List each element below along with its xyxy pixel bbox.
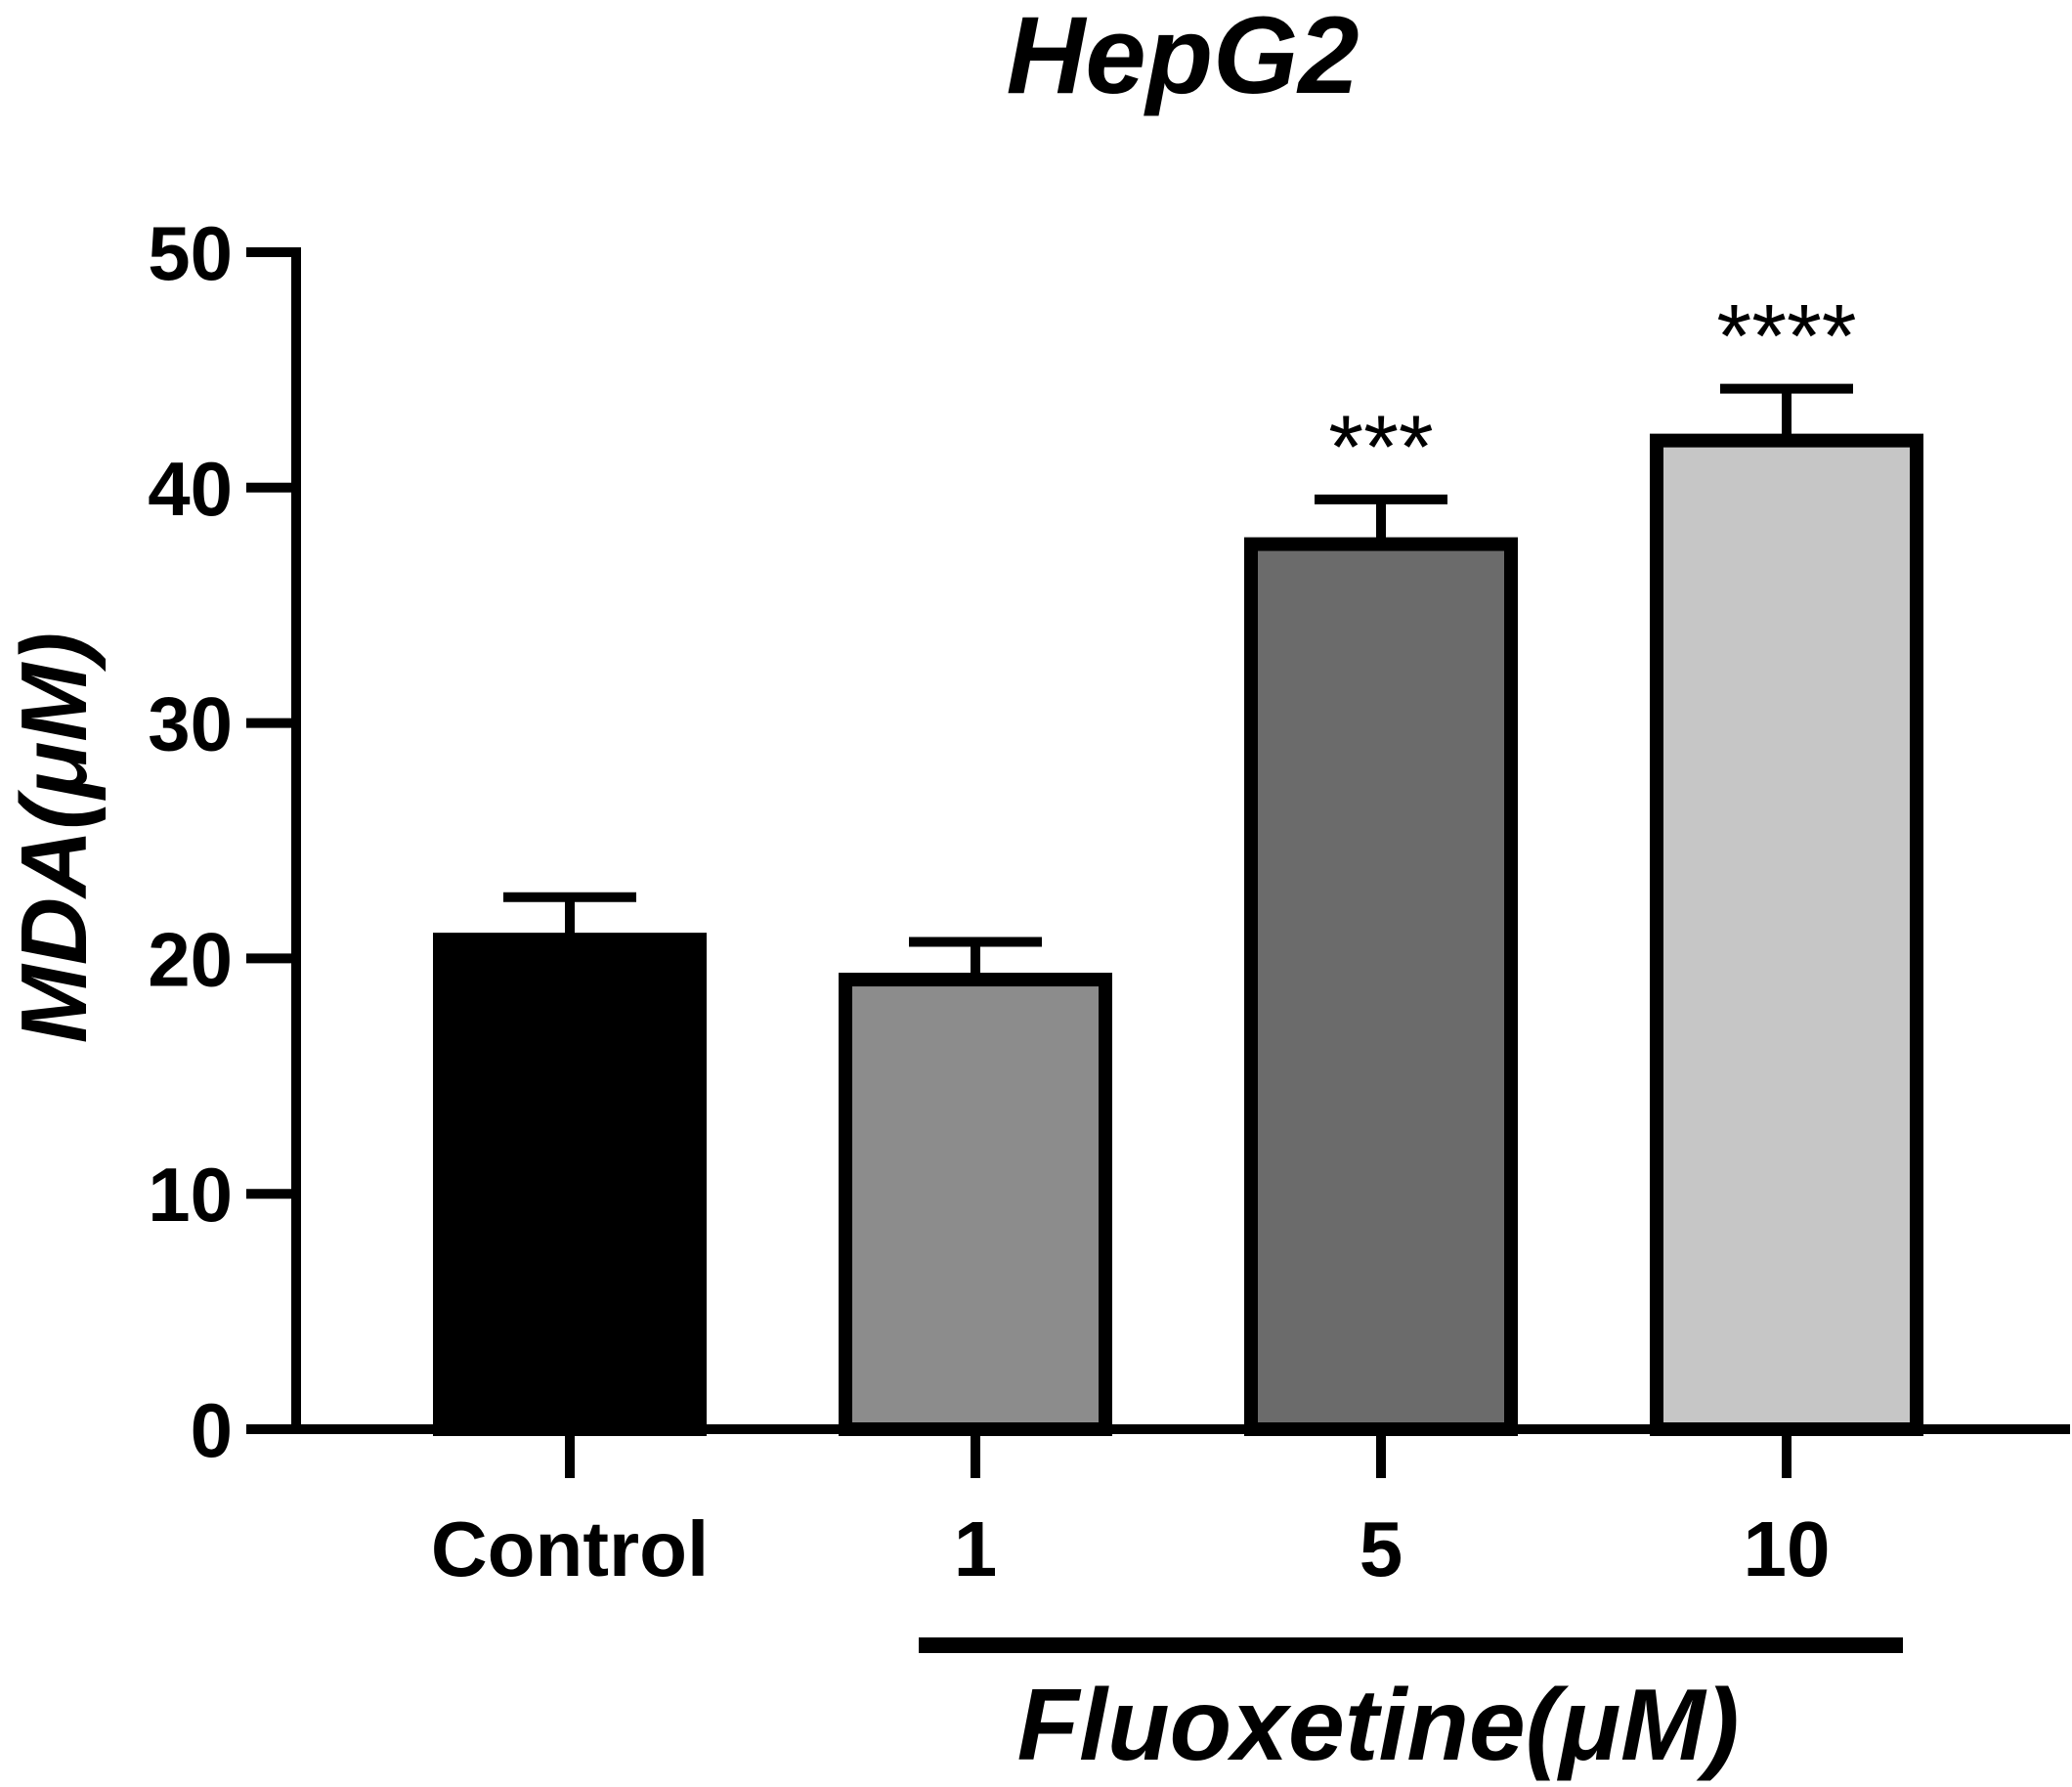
y-tick-label: 0 bbox=[191, 1387, 233, 1473]
significance-group: ******* bbox=[1328, 287, 1856, 498]
y-axis-label: MDA(μM) bbox=[2, 632, 107, 1043]
significance-label: *** bbox=[1328, 398, 1433, 498]
x-group-label: Fluoxetine(μM) bbox=[1017, 1669, 1740, 1782]
bar-1 bbox=[839, 973, 1112, 1437]
bar-5 bbox=[1244, 537, 1518, 1436]
chart-title: HepG2 bbox=[1007, 0, 1360, 116]
y-tick-label: 50 bbox=[148, 210, 233, 296]
x-tick-label: Control bbox=[431, 1505, 709, 1592]
y-tick-label: 30 bbox=[148, 681, 233, 767]
y-tick-label: 40 bbox=[148, 446, 233, 532]
bar-10 bbox=[1650, 433, 1923, 1436]
y-ticks-group: 0 10 20 30 40 50 bbox=[148, 210, 296, 1473]
x-tick-label: 10 bbox=[1744, 1505, 1831, 1592]
x-ticks-group: Control 1 5 10 bbox=[431, 1429, 1831, 1592]
x-tick-label: 5 bbox=[1360, 1505, 1403, 1592]
y-tick-label: 20 bbox=[148, 916, 233, 1002]
significance-label: **** bbox=[1716, 287, 1856, 387]
bar-control bbox=[433, 933, 707, 1436]
bars-group bbox=[433, 433, 1923, 1437]
x-tick-label: 1 bbox=[954, 1505, 998, 1592]
error-bars-group bbox=[503, 383, 1853, 981]
y-tick-label: 10 bbox=[148, 1152, 233, 1238]
